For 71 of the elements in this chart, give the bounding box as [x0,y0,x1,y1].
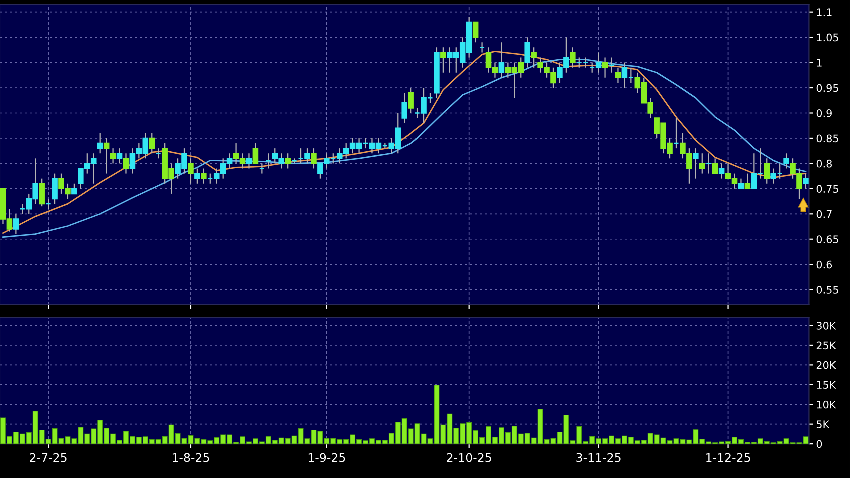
candlestick [440,47,446,74]
candlestick [524,37,530,68]
x-tick-label: 1-9-25 [308,453,346,462]
y-tick-label: 20K [816,361,836,370]
candlestick [149,132,156,154]
candlestick [52,173,58,205]
y-tick-label: 0.9 [816,109,832,118]
x-tick-label: 1-8-25 [172,453,210,462]
candlestick [39,178,45,208]
candlestick [123,153,130,174]
candlestick [764,158,770,184]
y-tick-label: 0.7 [816,210,832,218]
candlestick [784,153,790,170]
candlestick [699,153,706,174]
candlestick [156,148,162,160]
candlestick [706,153,712,174]
candlestick [479,42,486,54]
candlestick [104,138,110,174]
candlestick [744,173,751,190]
candlestick [602,57,608,78]
candlestick [13,214,20,235]
candlestick [803,173,809,190]
x-tick-label: 3-11-25 [576,453,621,462]
y-tick-label: 15K [817,381,836,390]
y-tick-label: 25K [816,342,836,350]
x-tick-label: 2-7-25 [30,453,67,462]
candlestick [608,57,615,74]
candlestick [408,87,414,114]
y-tick-label: 0.95 [816,84,838,92]
candlestick [402,92,408,124]
x-tick-label: 1-12-25 [706,453,750,462]
candlestick [116,148,123,164]
candlestick [246,153,252,170]
candlestick [615,67,622,84]
y-tick-label: 30K [816,322,836,330]
y-tick-label: 0 [816,440,822,448]
y-tick-label: 0.6 [816,260,832,269]
candlestick [570,47,576,68]
candlestick [531,47,537,68]
candlestick [72,183,78,195]
candlestick [472,22,479,44]
candlestick [188,158,194,184]
y-tick-label: 1 [817,59,822,67]
x-tick-label: 2-10-25 [447,453,492,462]
candlestick [311,148,317,170]
y-tick-label: 0.55 [816,286,838,294]
candlestick [674,118,680,150]
candlestick [201,168,207,184]
candlestick [693,148,699,180]
y-tick-label: 10K [817,400,836,409]
candlestick [194,168,200,184]
candlestick [576,57,582,68]
candlestick [718,163,725,180]
y-tick-label: 0.85 [816,134,838,143]
candlestick [46,198,52,210]
candlestick [110,148,116,164]
candlestick [266,153,272,170]
y-tick-label: 0.75 [816,185,838,194]
y-tick-label: 5K [816,420,830,428]
candlestick [738,178,744,190]
candlestick [252,142,259,164]
candlestick [285,153,291,170]
candlestick [259,163,266,174]
candlestick [712,158,718,174]
y-tick-label: 1.05 [817,34,838,42]
y-tick-label: 1.1 [817,8,832,16]
candlestick [582,57,589,68]
candlestick [498,42,505,78]
y-tick-label: 0.8 [816,160,832,168]
candlestick [97,132,104,154]
y-tick-label: 0.65 [816,236,838,244]
